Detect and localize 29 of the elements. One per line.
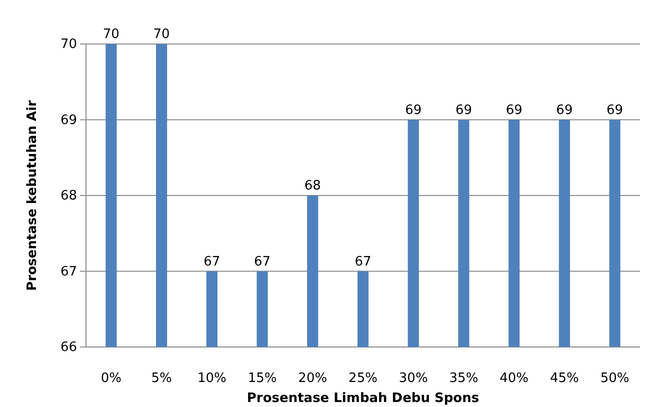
data-label: 67	[254, 254, 271, 270]
x-tick-label: 35%	[449, 371, 478, 386]
y-tick-label: 66	[60, 340, 77, 356]
data-label: 69	[506, 102, 522, 118]
data-label: 70	[153, 27, 170, 42]
y-tick-label: 69	[60, 112, 77, 128]
data-label: 70	[102, 27, 120, 42]
data-label: 69	[405, 102, 422, 118]
y-tick-label: 70	[60, 37, 77, 52]
x-tick-label: 0%	[100, 371, 122, 386]
y-axis-title: Prosentase kebutuhan Air	[25, 100, 40, 291]
x-axis-title: Prosentase Limbah Debu Spons	[246, 391, 480, 406]
data-label: 67	[204, 254, 220, 270]
y-tick-label: 68	[60, 188, 77, 204]
x-tick-label: 40%	[500, 371, 529, 386]
x-tick-label: 15%	[248, 371, 277, 386]
x-tick-label: 20%	[298, 371, 328, 386]
x-tick-label: 5%	[151, 371, 172, 386]
data-label: 69	[556, 102, 573, 118]
x-tick-label: 45%	[550, 371, 579, 386]
data-label: 67	[354, 254, 372, 270]
x-tick-label: 10%	[197, 371, 226, 386]
data-label: 69	[606, 102, 624, 118]
data-label: 69	[455, 102, 472, 118]
y-tick-label: 67	[60, 264, 77, 280]
data-label: 68	[304, 178, 321, 194]
x-tick-label: 25%	[348, 371, 378, 386]
x-tick-label: 30%	[398, 371, 428, 386]
x-tick-label: 50%	[600, 371, 630, 386]
